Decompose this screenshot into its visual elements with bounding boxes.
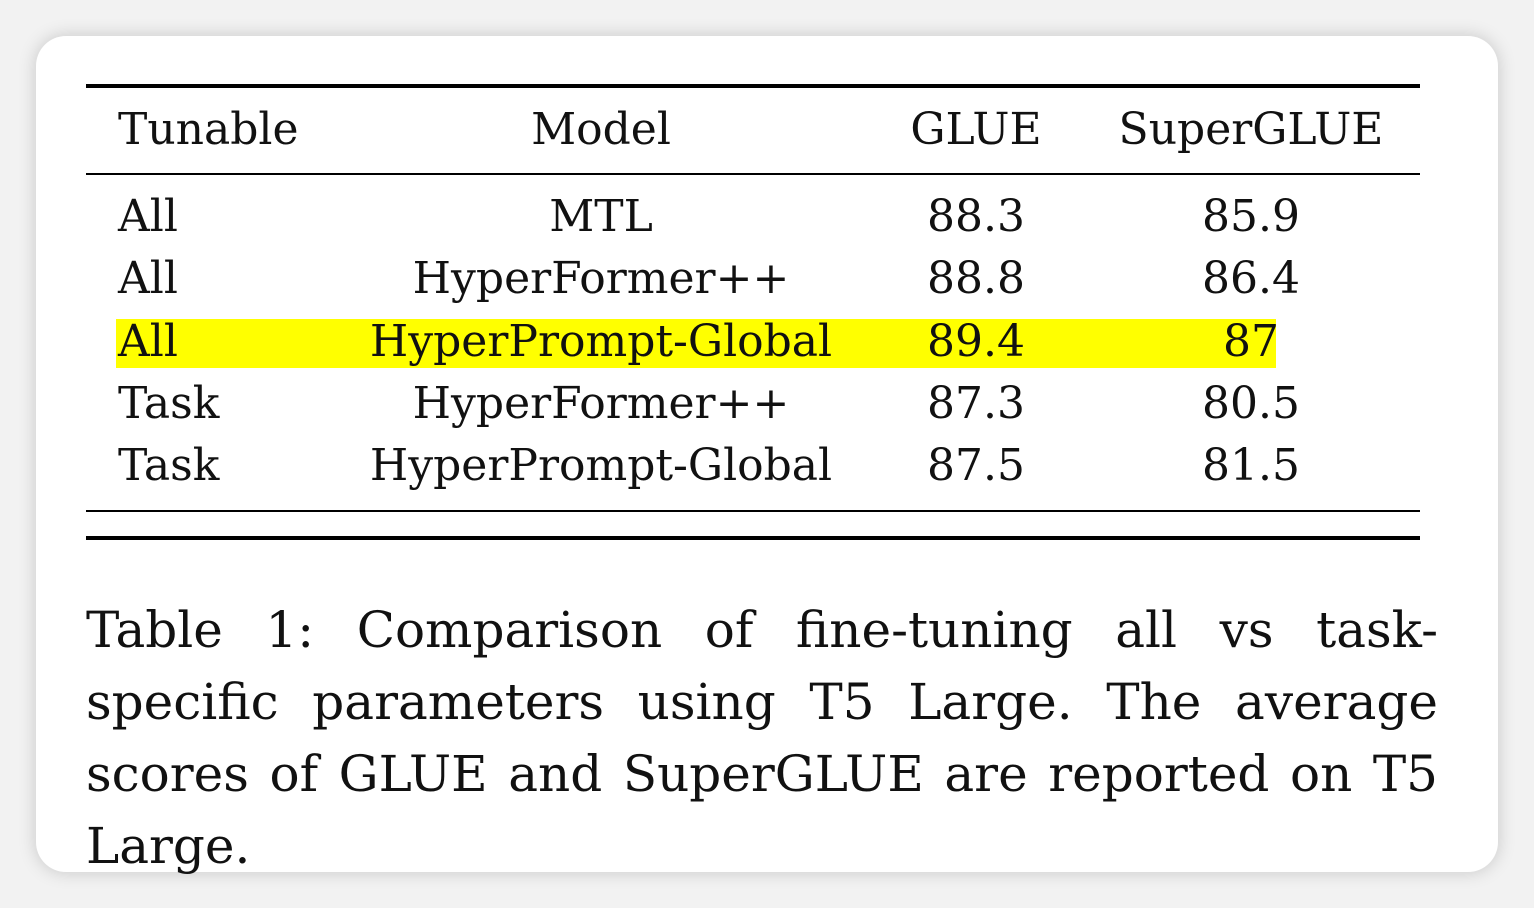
- table-row-4-glue: 87.5: [927, 440, 1025, 491]
- table-row-3-superglue: 80.5: [1202, 378, 1300, 429]
- header-superglue: SuperGLUE: [1118, 104, 1384, 155]
- table-header-rule: [86, 173, 1420, 175]
- row-highlight: [116, 319, 1276, 368]
- table-row-0-tunable: All: [118, 191, 178, 242]
- table-bottom-rule-2: [86, 536, 1420, 540]
- table-row-3-tunable: Task: [118, 378, 220, 429]
- table-caption: Table 1: Comparison of fine-tuning all v…: [86, 601, 1438, 875]
- table-row-2-model: HyperPrompt-Global: [369, 316, 833, 367]
- table-row-0-superglue: 85.9: [1202, 191, 1300, 242]
- table-row-4-model: HyperPrompt-Global: [369, 440, 833, 491]
- table-row-1-glue: 88.8: [927, 253, 1025, 304]
- table-bottom-rule-1: [86, 510, 1420, 512]
- table-row-4-tunable: Task: [118, 440, 220, 491]
- table-row-1-model: HyperFormer++: [412, 253, 790, 304]
- table-row-2-tunable: All: [118, 316, 178, 367]
- table-row-2-glue: 89.4: [927, 316, 1025, 367]
- header-tunable: Tunable: [118, 104, 299, 155]
- table-row-0-model: MTL: [549, 191, 653, 242]
- table-row-3-model: HyperFormer++: [412, 378, 790, 429]
- table-row-2-superglue: 87: [1223, 316, 1279, 367]
- table-top-rule: [86, 84, 1420, 88]
- table-row-0-glue: 88.3: [927, 191, 1025, 242]
- header-glue: GLUE: [910, 104, 1042, 155]
- table-row-1-superglue: 86.4: [1202, 253, 1300, 304]
- paper-card: [36, 36, 1498, 872]
- table-row-1-tunable: All: [118, 253, 178, 304]
- table-row-3-glue: 87.3: [927, 378, 1025, 429]
- table-row-4-superglue: 81.5: [1202, 440, 1300, 491]
- header-model: Model: [531, 104, 671, 155]
